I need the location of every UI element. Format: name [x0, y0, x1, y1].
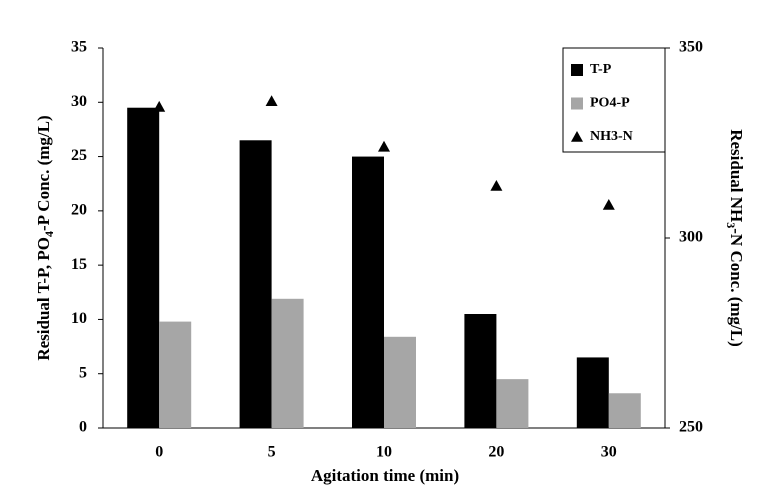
y2-tick-label: 250 [679, 419, 703, 436]
bar [127, 107, 160, 428]
bar [464, 314, 497, 428]
y-tick-label: 30 [71, 93, 87, 110]
y-tick-label: 5 [79, 364, 87, 381]
y-tick-label: 10 [71, 310, 87, 327]
y-axis-title-part: -P Conc. (mg/L) [34, 115, 53, 231]
legend-label: PO4-P [590, 96, 630, 111]
y-tick-label: 0 [79, 419, 87, 436]
legend-label: NH3-N [590, 129, 633, 144]
x-tick-label: 10 [376, 444, 392, 461]
y-axis-title-sub: 4 [42, 231, 56, 237]
x-tick-label: 5 [268, 444, 276, 461]
y-tick-label: 25 [71, 147, 87, 164]
y-tick-label: 15 [71, 256, 87, 273]
marker [602, 198, 615, 210]
bar [159, 321, 192, 428]
y2-tick-label: 300 [679, 229, 703, 246]
y-tick-label: 35 [71, 39, 87, 56]
legend-marker [571, 131, 583, 142]
bar [271, 298, 304, 428]
x-tick-label: 20 [488, 444, 504, 461]
marker [153, 100, 166, 112]
y-axis-title-part: Residual T-P, PO [34, 237, 53, 361]
y-axis-title: Residual T-P, PO4-P Conc. (mg/L) [34, 115, 56, 360]
legend-label: T-P [590, 62, 612, 77]
marker [490, 179, 503, 191]
legend-swatch [571, 97, 583, 110]
y2-axis-title-part: Residual NH [727, 129, 746, 222]
x-tick-label: 0 [155, 444, 163, 461]
bar [352, 156, 384, 429]
y2-axis-title: Residual NH3-N Conc. (mg/L) [724, 129, 746, 347]
legend-swatch [571, 64, 583, 76]
y-tick-label: 20 [71, 202, 87, 219]
y2-tick-label: 350 [679, 39, 703, 56]
bar [384, 336, 416, 428]
x-axis-title: Agitation time (min) [311, 466, 459, 485]
y2-axis-title-sub: 3 [724, 222, 738, 228]
bar [576, 357, 609, 428]
y2-axis-title-part: -N Conc. (mg/L) [727, 228, 746, 347]
x-tick-label: 30 [601, 444, 617, 461]
bar [496, 379, 529, 428]
marker [378, 140, 390, 152]
bar [608, 393, 641, 428]
marker [265, 95, 278, 106]
bar [239, 140, 272, 429]
